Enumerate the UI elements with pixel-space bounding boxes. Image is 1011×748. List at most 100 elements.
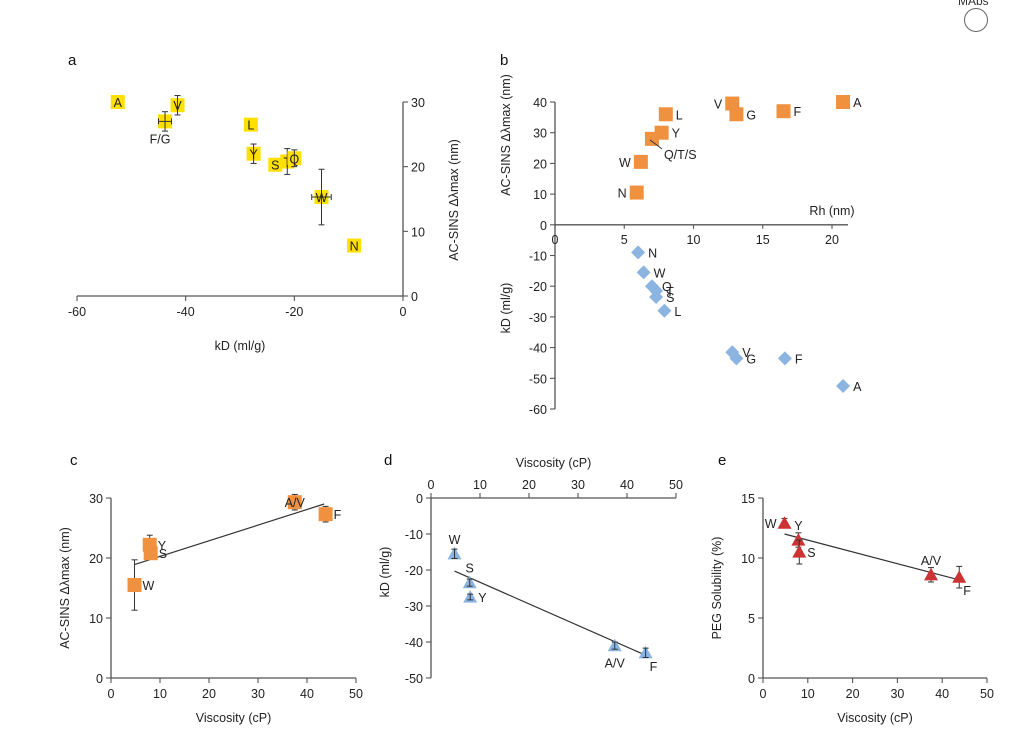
y-tick-label: -30 — [529, 311, 547, 325]
data-point: N — [618, 185, 644, 201]
data-point: V — [170, 95, 185, 116]
data-point: G — [729, 351, 756, 366]
x-tick-label: 10 — [801, 687, 815, 701]
diamond-marker — [777, 351, 792, 366]
panel-a: a -60 -40 -20 00 10 20 30 kD (ml/g) AC-SINS Δλmax… — [68, 52, 461, 353]
data-point: Y — [246, 143, 261, 164]
square-marker — [836, 95, 851, 109]
square-marker — [629, 185, 644, 200]
y-tick-label: -40 — [405, 636, 423, 650]
point-label: L — [674, 305, 681, 319]
point-label: A/V — [921, 554, 942, 568]
point-label: F — [334, 508, 342, 522]
point-label: V — [742, 346, 751, 360]
triangle-marker — [792, 545, 807, 558]
x-tick-label: 0 — [760, 687, 767, 701]
point-label: L — [676, 108, 683, 122]
point-label: S — [271, 159, 279, 173]
x-axis-title: kD (ml/g) — [215, 339, 266, 353]
point-label: A — [853, 96, 862, 110]
data-point: F — [318, 505, 342, 523]
square-marker — [347, 238, 362, 253]
y-tick-label: -20 — [405, 564, 423, 578]
x-tick-label: 10 — [473, 478, 487, 492]
y-tick-label: 0 — [540, 219, 547, 233]
data-point: N — [347, 238, 362, 254]
x-tick-label: 15 — [756, 233, 770, 247]
panel-c: c 0 10 20 30 40 50 0 10 20 30 Viscosity (cP) AC-SINS… — [58, 452, 363, 725]
y-tick-label: 0 — [416, 492, 423, 506]
point-label: N — [350, 240, 359, 254]
x-tick-label: 20 — [522, 478, 536, 492]
square-marker — [143, 546, 158, 561]
data-point: W — [127, 559, 155, 611]
x-tick-label: 30 — [890, 687, 904, 701]
point-label: A — [853, 380, 862, 394]
y-axis-title: AC-SINS Δλmax (nm) — [58, 527, 72, 649]
panel-d: d 0 10 20 30 40 50 -50 -40 -30 -20 -10 0 Viscosity (c… — [378, 452, 683, 686]
y-tick-label: -10 — [405, 528, 423, 542]
triangle-marker — [777, 516, 792, 529]
x-tick-label: 20 — [825, 233, 839, 247]
panel-label: a — [68, 52, 77, 69]
fit-line — [454, 570, 645, 656]
square-marker — [725, 96, 740, 111]
x-tick-label: 50 — [349, 687, 363, 701]
x-tick-label: 20 — [846, 687, 860, 701]
data-point: S — [649, 289, 674, 305]
data-point: Q — [287, 149, 302, 168]
data-point: F — [777, 351, 803, 366]
x-tick-label: 30 — [251, 687, 265, 701]
point-label: F — [963, 584, 971, 598]
y-tick-label: -50 — [405, 672, 423, 686]
data-point: A/V — [605, 638, 625, 671]
point-label: S — [466, 562, 474, 576]
diamond-marker — [649, 289, 664, 304]
point-label: V — [714, 98, 723, 112]
x-tick-label: 30 — [571, 478, 585, 492]
x-tick-label: -20 — [285, 305, 303, 319]
x-tick-label: 10 — [687, 233, 701, 247]
data-point: A/V — [921, 554, 942, 583]
y-tick-label: -40 — [529, 342, 547, 356]
panel-label: b — [500, 52, 508, 69]
point-label: S — [807, 546, 815, 560]
x-tick-label: 0 — [552, 233, 559, 247]
point-label: F — [795, 352, 803, 366]
leader-line — [649, 139, 663, 150]
data-point: F — [952, 565, 971, 598]
point-label: Y — [794, 519, 803, 533]
data-point: V — [714, 96, 740, 112]
x-tick-label: 40 — [620, 478, 634, 492]
diamond-marker — [631, 245, 646, 260]
square-marker — [318, 507, 333, 522]
y-axis-title: PEG Solubility (%) — [710, 537, 724, 640]
x-axis-title: Rh (nm) — [809, 204, 854, 218]
point-label: Y — [249, 148, 258, 162]
point-label: W — [316, 191, 328, 205]
point-label: A/V — [285, 496, 306, 510]
point-label: N — [618, 187, 627, 201]
data-point: W — [765, 516, 792, 531]
x-axis-title: Viscosity (cP) — [516, 456, 591, 470]
point-label: V — [173, 99, 182, 113]
square-marker — [633, 154, 648, 169]
square-marker — [243, 117, 258, 132]
y-tick-label: 0 — [96, 672, 103, 686]
triangle-marker — [791, 533, 806, 546]
x-tick-label: 50 — [980, 687, 994, 701]
point-label: W — [449, 533, 461, 547]
data-point: S — [268, 157, 283, 173]
y-tick-label: 30 — [89, 492, 103, 506]
x-axis-title: Viscosity (cP) — [837, 711, 912, 725]
square-marker — [644, 131, 659, 146]
circular-logo-icon — [964, 8, 988, 32]
point-label: F — [794, 105, 802, 119]
x-tick-label: 0 — [428, 478, 435, 492]
y-tick-label: 10 — [741, 552, 755, 566]
y-axis-title: AC-SINS Δλmax (nm) — [447, 139, 461, 261]
x-tick-label: -40 — [177, 305, 195, 319]
data-point: S — [792, 539, 816, 565]
diamond-marker — [636, 265, 651, 280]
